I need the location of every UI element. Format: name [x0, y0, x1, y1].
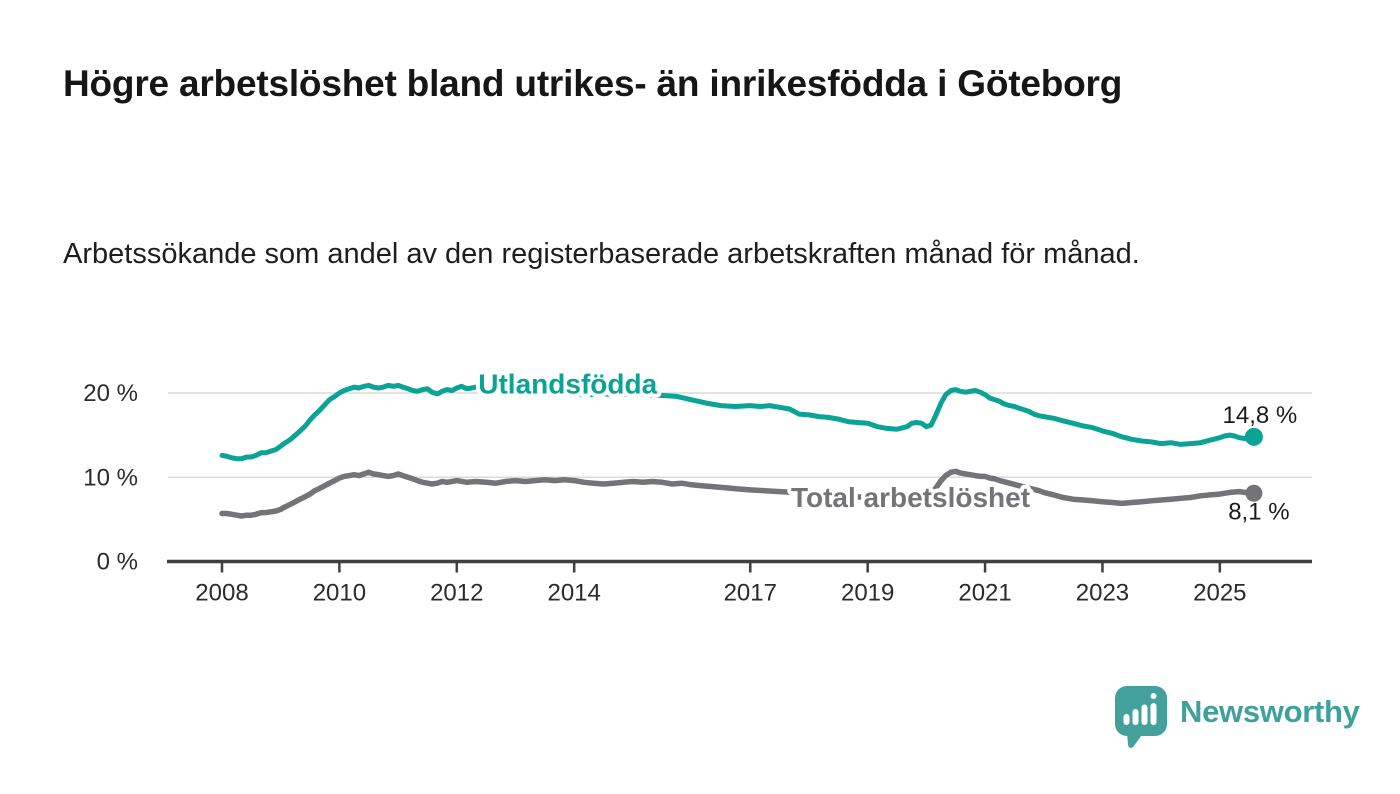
newsworthy-logo-text: Newsworthy [1180, 694, 1360, 729]
logo-bar-medium [1132, 709, 1139, 725]
series-label: Total arbetslöshet [791, 482, 1030, 513]
newsworthy-logo-icon [1115, 686, 1167, 748]
total-arbetsl-shet-line [219, 468, 1257, 519]
page-subtitle: Arbetssökande som andel av den registerb… [63, 238, 1140, 270]
newsworthy-logo[interactable]: Newsworthy [1115, 686, 1360, 749]
x-tick-label: 2008 [195, 580, 248, 607]
end-value-label: 14,8 % [1223, 402, 1298, 429]
page-title: Högre arbetslöshet bland utrikes- än inr… [63, 63, 1123, 104]
x-tick-label: 2014 [547, 580, 600, 607]
x-tick-label: 2021 [958, 580, 1011, 607]
x-tick-label: 2012 [430, 580, 483, 607]
end-value-label: 8,1 % [1228, 498, 1289, 525]
y-tick-label: 10 % [83, 464, 138, 491]
y-tick-label: 0 % [97, 549, 138, 576]
utlandsf-dda-line [219, 382, 1257, 462]
y-tick-label: 20 % [83, 380, 138, 407]
x-tick-label: 2017 [724, 580, 777, 607]
utlandsf-dda-end-dot [1244, 427, 1263, 446]
total-arbetsl-shet-end-dot [1245, 484, 1263, 502]
x-tick-label: 2025 [1193, 580, 1246, 607]
logo-bar-large [1141, 704, 1148, 725]
x-tick-label: 2023 [1076, 580, 1129, 607]
x-tick-label: 2019 [841, 580, 894, 607]
logo-exclamation-dot [1150, 693, 1157, 699]
logo-exclamation-bar [1150, 703, 1157, 725]
x-tick-label: 2010 [313, 580, 366, 607]
series-label: Utlandsfödda [478, 369, 657, 400]
logo-bar-small [1123, 714, 1130, 725]
